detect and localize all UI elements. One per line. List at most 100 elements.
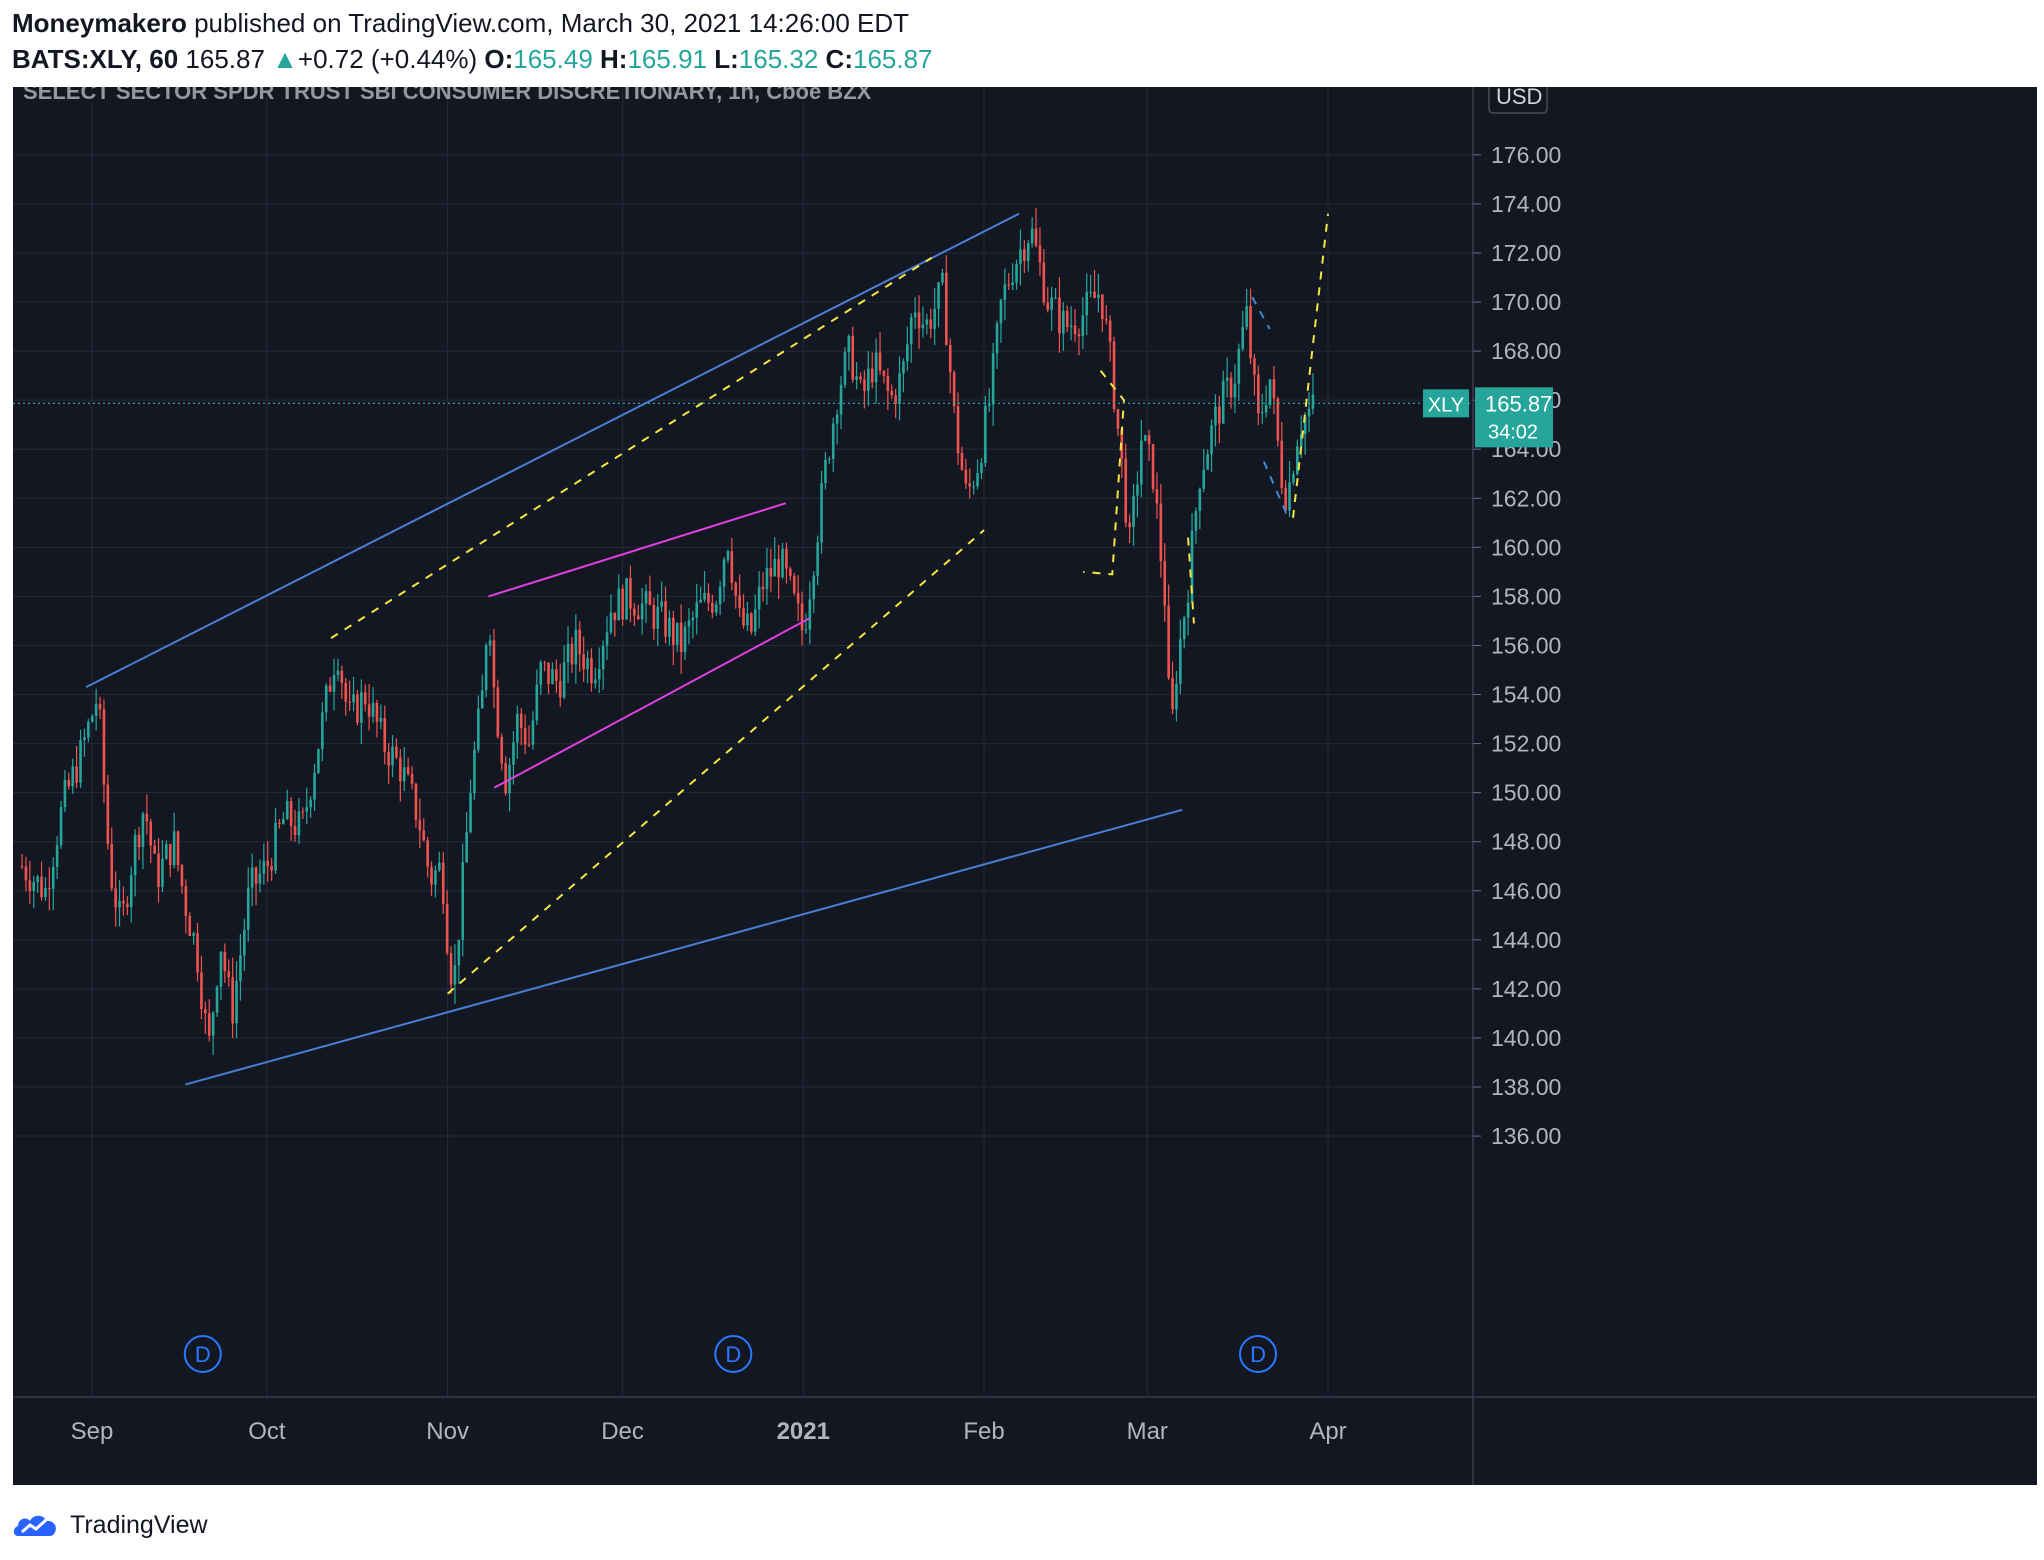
candle-body xyxy=(266,860,270,867)
candle-body xyxy=(1046,302,1050,310)
candle-body xyxy=(1147,435,1151,445)
y-tick-label: 162.00 xyxy=(1491,485,1561,511)
candle-body xyxy=(157,853,160,887)
candle-body xyxy=(133,834,137,876)
candle-body xyxy=(200,972,203,1010)
candle-body xyxy=(1003,284,1007,301)
candle-body xyxy=(414,783,418,821)
candle-body xyxy=(126,903,129,908)
candle-body xyxy=(457,939,461,966)
candle-body xyxy=(278,822,281,825)
candle-body xyxy=(1050,297,1053,310)
candle-body xyxy=(543,662,546,664)
candle-body xyxy=(1007,284,1011,286)
candle-body xyxy=(1140,440,1143,485)
candle-body xyxy=(781,548,784,578)
candle-body xyxy=(765,567,769,590)
y-tick-label: 152.00 xyxy=(1491,731,1561,757)
candle-body xyxy=(831,423,835,460)
candle-body xyxy=(317,749,320,773)
chart-area[interactable]: SELECT SECTOR SPDR TRUST SBI CONSUMER DI… xyxy=(13,87,2037,1485)
dashed-trendline xyxy=(1187,537,1195,624)
dividend-label: D xyxy=(195,1342,211,1367)
candle-body xyxy=(1307,408,1311,417)
x-tick-label: 2021 xyxy=(777,1418,830,1445)
candle-body xyxy=(231,977,234,1024)
candle-body xyxy=(258,873,262,884)
candle-body xyxy=(867,368,870,391)
candle-body xyxy=(1132,495,1135,528)
candle-body xyxy=(1241,327,1245,349)
candle-body xyxy=(215,986,219,1013)
dashed-trendline xyxy=(1083,370,1125,576)
candle-body xyxy=(149,821,153,846)
candle-body xyxy=(808,599,812,630)
y-tick-label: 136.00 xyxy=(1491,1123,1561,1149)
candle-body xyxy=(492,640,496,688)
candle-body xyxy=(1015,264,1018,283)
candle-body xyxy=(980,462,983,474)
candle-body xyxy=(672,617,675,645)
candle-body xyxy=(254,867,258,884)
y-tick-label: 144.00 xyxy=(1491,927,1561,953)
price-chart[interactable]: SELECT SECTOR SPDR TRUST SBI CONSUMER DI… xyxy=(13,87,2037,1485)
candle-body xyxy=(44,888,47,898)
candle-body xyxy=(1042,262,1046,303)
candle-body xyxy=(960,452,964,470)
candle-body xyxy=(933,308,936,329)
candle-body xyxy=(1077,334,1081,337)
candle-body xyxy=(48,888,51,890)
candle-body xyxy=(656,606,660,629)
low-label: L: xyxy=(714,44,739,74)
candle-body xyxy=(1171,677,1174,710)
candle-body xyxy=(395,746,398,758)
trendline xyxy=(488,502,787,598)
x-tick-label: Feb xyxy=(963,1418,1004,1445)
candle-body xyxy=(648,591,652,606)
candle-body xyxy=(874,352,878,383)
close-label: C: xyxy=(825,44,853,74)
candle-body xyxy=(1159,503,1163,562)
candle-body xyxy=(250,867,254,888)
candle-body xyxy=(67,779,71,787)
candle-body xyxy=(972,486,975,488)
candle-body xyxy=(1264,404,1268,413)
open-value: 165.49 xyxy=(513,44,593,74)
candle-body xyxy=(500,736,504,764)
candle-body xyxy=(324,685,328,713)
ohlc-legend: BATS:XLY, 60 165.87 ▲+0.72 (+0.44%) O:16… xyxy=(12,44,933,75)
candle-body xyxy=(219,951,223,987)
candle-body xyxy=(640,603,644,620)
candle-body xyxy=(547,662,550,684)
candle-body xyxy=(711,602,714,613)
candle-body xyxy=(594,679,597,684)
candle-body xyxy=(773,558,777,577)
candle-body xyxy=(906,344,909,362)
candle-body xyxy=(1058,297,1061,334)
candle-body xyxy=(566,643,570,663)
candle-body xyxy=(539,662,543,685)
candle-body xyxy=(1253,358,1256,375)
high-label: H: xyxy=(600,44,628,74)
candle-body xyxy=(551,669,554,684)
candle-body xyxy=(1073,325,1077,335)
candle-body xyxy=(461,862,465,940)
candle-body xyxy=(153,845,156,854)
candle-body xyxy=(1124,458,1128,523)
candle-body xyxy=(761,586,765,590)
candle-body xyxy=(855,376,858,380)
candle-body xyxy=(898,373,901,404)
y-tick-label: 150.00 xyxy=(1491,780,1561,806)
candle-body xyxy=(746,613,749,626)
candle-body xyxy=(578,629,582,655)
candle-body xyxy=(137,834,141,848)
y-tick-label: 168.00 xyxy=(1491,338,1561,364)
candle-body xyxy=(383,717,387,752)
candle-body xyxy=(937,282,940,309)
candle-body xyxy=(948,345,952,373)
y-tick-label: 176.00 xyxy=(1491,142,1561,168)
candle-body xyxy=(59,807,63,846)
candle-body xyxy=(1019,249,1022,265)
candle-body xyxy=(1069,325,1073,328)
candle-body xyxy=(1233,383,1237,398)
